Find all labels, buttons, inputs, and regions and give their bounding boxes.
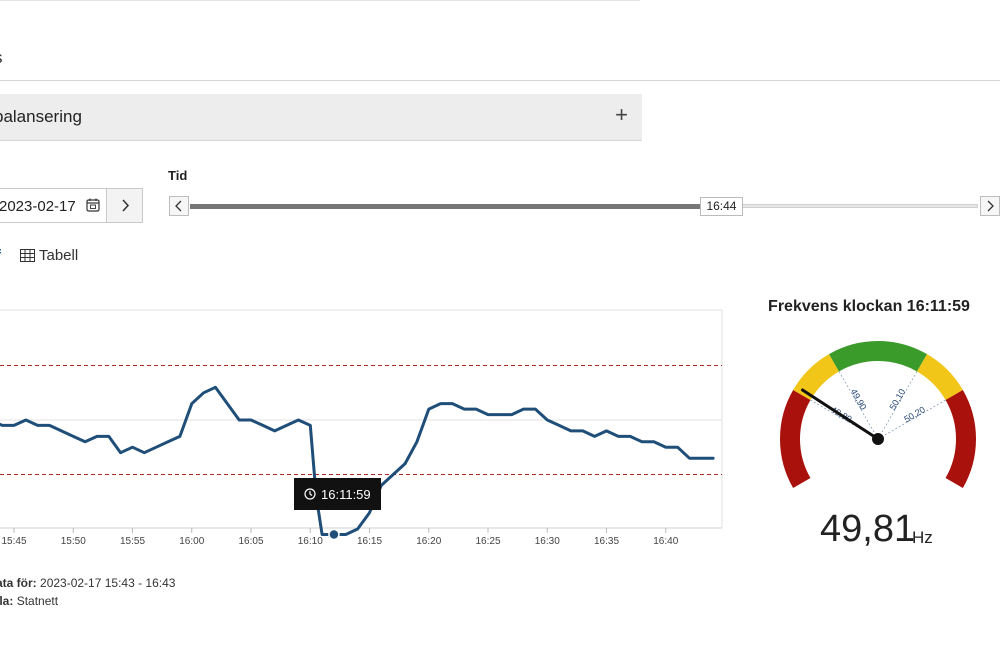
x-tick-label: 15:45	[1, 536, 26, 547]
data-period-value: 2023-02-17 15:43 - 16:43	[40, 576, 176, 590]
tab-graph[interactable]: f	[0, 247, 1, 264]
top-divider	[0, 0, 640, 1]
gauge-pivot	[872, 433, 884, 445]
gauge-scale-line	[877, 371, 918, 440]
section-label: s	[0, 48, 3, 68]
frequency-series-line	[0, 385, 715, 536]
gauge-needle	[801, 388, 880, 441]
x-tick-label: 16:10	[298, 536, 323, 547]
gauge-scale-label: 49,90	[849, 387, 869, 412]
slider-prev-button[interactable]	[169, 196, 189, 216]
slider-next-button[interactable]	[980, 196, 1000, 216]
date-value: 2023-02-17	[0, 198, 76, 215]
gauge-red-high-band	[945, 390, 976, 488]
accordion-header[interactable]: balansering +	[0, 94, 642, 141]
calendar-icon[interactable]	[86, 198, 100, 212]
gauge-red-low-band	[780, 390, 811, 488]
data-period-label: ata för:	[0, 576, 37, 590]
header-divider	[0, 80, 1000, 81]
date-input[interactable]: 2023-02-17	[0, 188, 106, 223]
hover-point[interactable]	[328, 528, 340, 541]
tab-table-label: Tabell	[39, 247, 79, 264]
gauge-scale-label: 50,20	[902, 404, 927, 424]
tooltip-time: 16:11:59	[321, 486, 371, 502]
gauge-title: Frekvens klockan 16:11:59	[768, 298, 970, 315]
frequency-chart: 15:45 15:50 15:55 16:00 16:05 16:10 16:15 16:20…	[0, 309, 723, 547]
gauge-value: 49,81	[820, 508, 916, 550]
data-source-label: lla:	[0, 594, 14, 608]
plus-icon[interactable]: +	[615, 102, 628, 127]
x-tick-label: 15:50	[61, 536, 86, 547]
gauge-green-band	[829, 341, 927, 372]
clock-icon	[304, 488, 316, 500]
gauge-scale-line	[838, 371, 879, 440]
chevron-left-icon	[175, 200, 182, 212]
next-date-button[interactable]	[106, 188, 143, 223]
x-tick-label: 15:55	[120, 536, 145, 547]
data-source-value: Statnett	[16, 594, 59, 608]
gauge-yellow-low-band	[793, 354, 840, 401]
time-slider-fill	[190, 204, 718, 209]
x-tick-label: 16:25	[475, 536, 500, 547]
x-tick-label: 16:40	[653, 536, 678, 547]
gauge-unit: Hz	[912, 528, 933, 547]
gauge-scale-line	[877, 399, 946, 440]
chart-tooltip: 16:11:59	[294, 478, 381, 510]
tab-table[interactable]: Tabell	[20, 247, 78, 264]
x-tick-label: 16:05	[238, 536, 263, 547]
x-tick-label: 16:00	[179, 536, 204, 547]
table-icon	[20, 249, 35, 262]
x-tick-label: 16:35	[594, 536, 619, 547]
accordion-title: balansering	[0, 107, 82, 126]
chevron-right-icon	[122, 199, 130, 212]
data-source: lla: Statnett	[0, 594, 58, 608]
gauge-scale-label: 50,10	[887, 387, 907, 412]
gauge-yellow-high-band	[916, 354, 963, 401]
chevron-right-icon	[987, 200, 994, 212]
time-slider-handle[interactable]: 16:44	[699, 197, 743, 216]
x-tick-label: 16:15	[357, 536, 382, 547]
time-label: Tid	[168, 168, 188, 183]
x-tick-label: 16:20	[416, 536, 441, 547]
data-period: ata för: 2023-02-17 15:43 - 16:43	[0, 576, 175, 590]
x-tick-label: 16:30	[535, 536, 560, 547]
